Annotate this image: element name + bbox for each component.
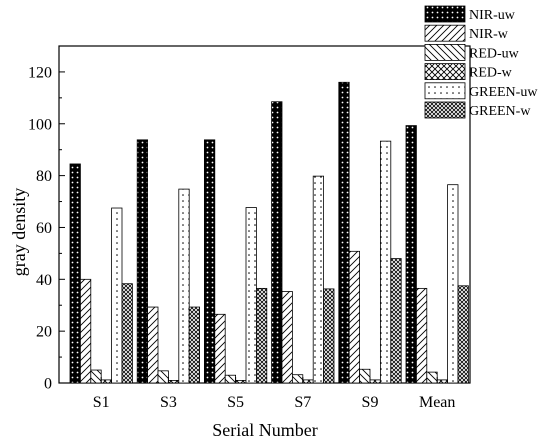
x-tick-label: S5 [227,394,244,411]
legend-swatch-red-w [424,63,466,80]
legend-label-nir-w: NIR-w [469,27,509,42]
y-tick-label: 80 [36,168,52,185]
bar-red-w-mean [436,379,449,384]
bar-nir-w-s1 [80,278,92,384]
y-tick-label: 20 [36,324,52,341]
bar-green-uw-s1 [111,207,123,384]
bar-green-w-mean [457,285,469,384]
bar-nir-w-s3 [147,306,159,384]
legend-swatch-nir-uw [424,5,466,23]
y-tick-label: 100 [28,116,52,133]
legend-label-red-w: RED-w [469,66,513,81]
bar-green-uw-s7 [312,175,325,384]
bar-nir-w-mean [415,287,428,384]
bar-green-w-s7 [323,288,335,384]
bar-red-uw-s9 [359,368,371,384]
bar-red-uw-mean [426,371,438,384]
x-axis-title: Serial Number [212,420,317,440]
y-tick-label: 0 [44,376,52,393]
legend-swatch-nir-w [424,24,466,42]
legend: NIR-uw NIR-w RED-uw RED-w GREEN-uw GREEN-w [424,5,538,119]
legend-swatch-red-uw [424,44,466,61]
bar-green-w-s3 [188,306,200,384]
y-axis-title: gray density [9,188,29,276]
bar-green-w-s5 [255,287,268,384]
legend-label-red-uw: RED-uw [469,46,520,61]
bar-red-w-s3 [167,380,180,384]
bar-red-w-s5 [235,380,247,384]
bar-red-uw-s5 [224,374,236,384]
bars-layer [69,81,469,384]
bar-nir-w-s7 [281,291,293,384]
bar-red-w-s9 [369,379,381,384]
bar-nir-uw-s9 [338,81,350,384]
bar-nir-uw-s1 [69,163,81,384]
x-tick-label: S3 [160,394,177,411]
x-tick-label: S1 [93,394,110,411]
bar-nir-uw-s7 [271,101,283,384]
x-tick-label: Mean [419,394,455,411]
axes-layer: 0 20 40 60 80 100 120 S1 S3 S5 S7 S9 Mean [28,64,455,411]
bar-nir-w-s9 [348,250,361,384]
bar-red-uw-s7 [291,374,304,384]
bar-red-uw-s1 [90,369,102,384]
bar-green-uw-mean [447,184,459,384]
legend-swatch-green-uw [424,82,466,100]
bar-green-w-s9 [390,258,402,384]
y-tick-label: 40 [36,272,52,289]
bar-green-uw-s5 [245,207,257,384]
x-tick-label: S7 [294,394,311,411]
legend-swatch-green-w [424,101,466,119]
bar-nir-uw-s3 [136,139,148,384]
bar-green-w-s1 [121,283,133,384]
legend-label-green-uw: GREEN-uw [469,85,538,100]
x-tick-label: S9 [362,394,379,411]
legend-label-green-w: GREEN-w [469,104,531,119]
bar-nir-uw-s5 [203,139,216,384]
bar-green-uw-s9 [379,140,392,384]
legend-label-nir-uw: NIR-uw [469,8,516,23]
y-tick-label: 120 [28,64,52,81]
y-tick-label: 60 [36,220,52,237]
bar-nir-uw-mean [405,125,417,384]
bar-red-w-s7 [302,379,314,384]
bar-nir-w-s5 [214,313,226,384]
bar-green-uw-s3 [178,188,190,384]
bar-red-w-s1 [100,379,112,384]
bar-red-uw-s3 [157,370,169,384]
